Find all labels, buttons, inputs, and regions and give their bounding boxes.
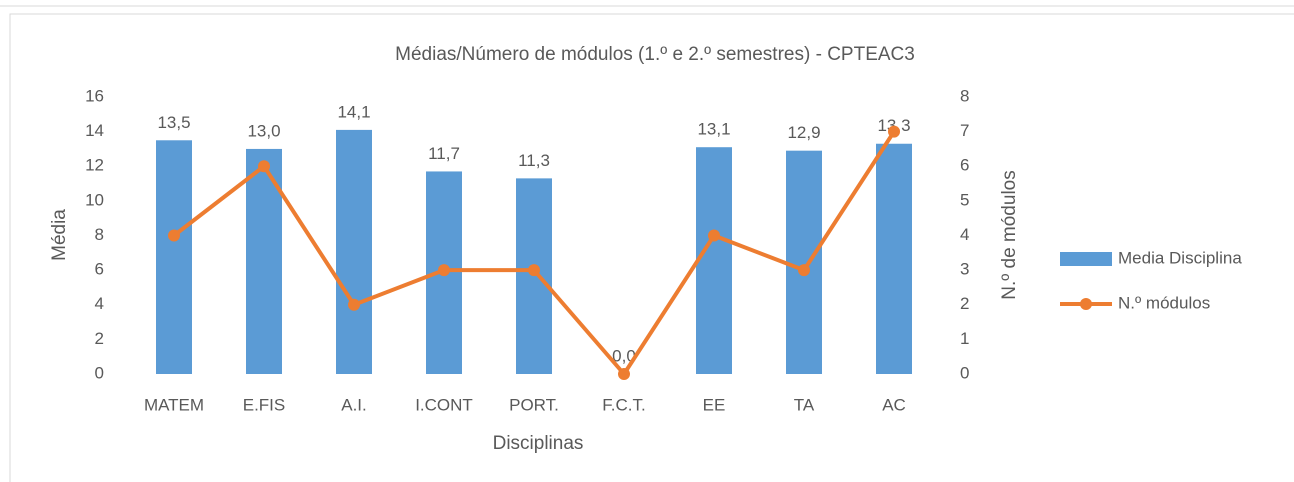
bar <box>516 178 552 374</box>
y2-axis-title: N.º de módulos <box>999 170 1020 299</box>
x-tick-label: AC <box>882 395 906 414</box>
y2-tick-label: 6 <box>960 156 969 175</box>
chart-title: Médias/Número de módulos (1.º e 2.º seme… <box>395 44 915 65</box>
line-marker <box>348 298 360 311</box>
data-label: 13,0 <box>247 121 280 140</box>
line-marker <box>528 264 540 277</box>
y2-tick-label: 1 <box>960 329 969 348</box>
y2-tick-label: 8 <box>960 86 969 105</box>
y-tick-label: 12 <box>85 156 104 175</box>
y2-tick-label: 3 <box>960 260 969 279</box>
x-tick-label: E.FIS <box>243 395 286 414</box>
legend-swatch <box>1060 252 1112 266</box>
y2-tick-label: 2 <box>960 294 969 313</box>
line-marker <box>168 229 180 242</box>
bar <box>156 140 192 374</box>
x-axis-title: Disciplinas <box>493 433 584 454</box>
data-label: 12,9 <box>787 123 820 142</box>
y-tick-label: 0 <box>95 363 104 382</box>
data-label: 13,1 <box>697 120 730 139</box>
data-label: 11,7 <box>428 144 460 163</box>
bar <box>696 147 732 374</box>
y-tick-label: 4 <box>95 294 104 313</box>
line-marker <box>888 125 900 138</box>
data-label: 11,3 <box>518 151 550 170</box>
bar <box>876 143 912 374</box>
line-marker <box>798 264 810 277</box>
data-label: 0,0 <box>612 346 636 365</box>
line-marker <box>438 264 450 277</box>
legend-marker <box>1080 298 1092 310</box>
bar <box>336 129 372 374</box>
y-axis-title: Média <box>49 209 70 261</box>
x-tick-label: I.CONT <box>415 395 473 414</box>
x-tick-label: A.I. <box>341 395 367 414</box>
data-label: 13,5 <box>157 113 190 132</box>
y2-tick-label: 7 <box>960 121 969 140</box>
y-tick-label: 2 <box>95 329 104 348</box>
y-tick-label: 6 <box>95 260 104 279</box>
y-tick-label: 14 <box>85 121 104 140</box>
data-label: 14,1 <box>337 102 370 121</box>
y-tick-label: 10 <box>85 190 104 209</box>
y2-tick-label: 4 <box>960 225 969 244</box>
frame <box>9 13 1294 482</box>
x-tick-label: F.C.T. <box>602 395 645 414</box>
line-marker <box>618 368 630 380</box>
y-tick-label: 8 <box>95 225 104 244</box>
line-marker <box>708 229 720 242</box>
legend-label: N.º módulos <box>1118 293 1210 312</box>
x-tick-label: PORT. <box>509 395 559 414</box>
y2-tick-label: 5 <box>960 190 969 209</box>
x-tick-label: TA <box>794 395 815 414</box>
x-tick-label: EE <box>703 395 726 414</box>
x-tick-label: MATEM <box>144 395 204 414</box>
y-tick-label: 16 <box>85 86 104 105</box>
legend-label: Media Disciplina <box>1118 248 1242 267</box>
bar <box>786 150 822 374</box>
line-marker <box>258 160 270 173</box>
y2-tick-label: 0 <box>960 363 969 382</box>
